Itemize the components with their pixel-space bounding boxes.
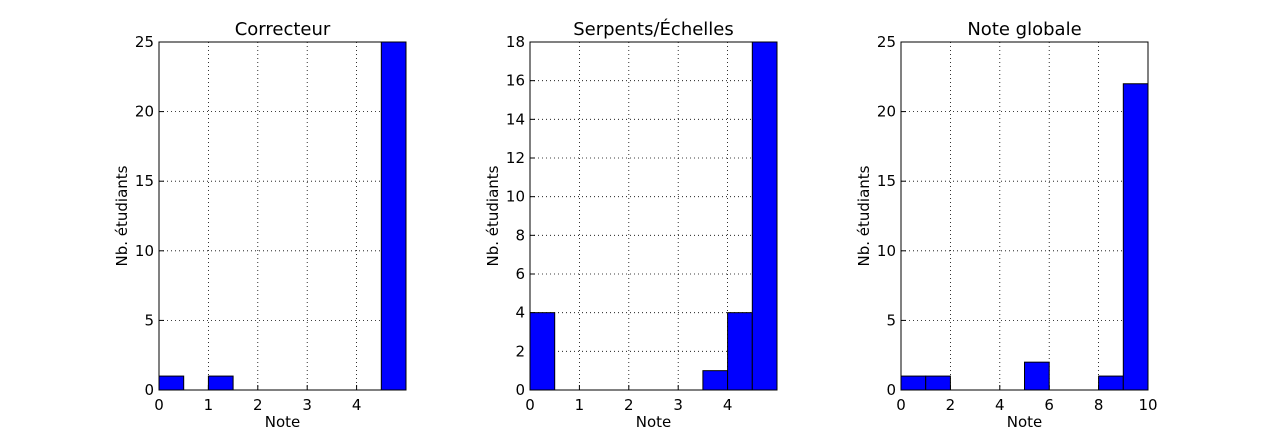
y-tick-label: 4 — [515, 304, 525, 322]
x-tick-label: 0 — [896, 396, 906, 414]
y-axis-label: Nb. étudiants — [113, 165, 131, 266]
bar — [380, 41, 407, 391]
bar — [702, 370, 729, 391]
x-tick-label: 2 — [946, 396, 956, 414]
y-tick-label: 20 — [135, 103, 154, 121]
bar — [727, 312, 753, 391]
x-tick-label: 0 — [154, 396, 164, 414]
y-tick-label: 10 — [135, 242, 154, 260]
y-tick-label: 18 — [506, 33, 525, 51]
bar — [900, 375, 927, 391]
y-tick-label: 5 — [886, 311, 896, 329]
y-tick-label: 10 — [506, 188, 525, 206]
bar — [925, 375, 951, 391]
y-tick-label: 0 — [886, 381, 896, 399]
x-tick-label: 0 — [525, 396, 535, 414]
bar — [1098, 375, 1124, 391]
x-tick-label: 4 — [723, 396, 733, 414]
y-tick-label: 25 — [877, 33, 896, 51]
y-tick-label: 25 — [135, 33, 154, 51]
plot-frame — [529, 41, 778, 391]
y-tick-label: 0 — [515, 381, 525, 399]
bar — [1024, 361, 1050, 391]
x-axis-label: Note — [265, 413, 301, 431]
x-tick-label: 10 — [1138, 396, 1157, 414]
y-tick-label: 15 — [135, 172, 154, 190]
y-tick-label: 20 — [877, 103, 896, 121]
y-tick-label: 2 — [515, 342, 525, 360]
bar — [529, 312, 556, 391]
bar — [207, 375, 234, 391]
x-tick-label: 2 — [253, 396, 263, 414]
y-tick-label: 0 — [144, 381, 154, 399]
y-tick-label: 16 — [506, 72, 525, 90]
x-axis-label: Note — [636, 413, 672, 431]
x-tick-label: 8 — [1094, 396, 1104, 414]
x-tick-label: 3 — [302, 396, 312, 414]
plot-frame — [158, 41, 407, 391]
chart-title: Note globale — [967, 19, 1081, 40]
y-axis-label: Nb. étudiants — [484, 165, 502, 266]
bar — [751, 41, 778, 391]
y-tick-label: 10 — [877, 242, 896, 260]
chart-title: Serpents/Échelles — [573, 18, 734, 40]
x-tick-label: 1 — [204, 396, 214, 414]
y-tick-label: 6 — [515, 265, 525, 283]
y-tick-label: 5 — [144, 311, 154, 329]
x-tick-label: 2 — [624, 396, 634, 414]
bar — [1122, 83, 1149, 391]
bar — [158, 375, 185, 391]
x-tick-label: 4 — [352, 396, 362, 414]
y-tick-label: 12 — [506, 149, 525, 167]
x-tick-label: 3 — [673, 396, 683, 414]
y-tick-label: 8 — [515, 226, 525, 244]
x-tick-label: 4 — [995, 396, 1005, 414]
subplot: 0 5 10 15 20 25 0 1 2 3 4 Correcteur Note Nb. étudian… — [113, 19, 407, 431]
y-axis-label: Nb. étudiants — [855, 165, 873, 266]
y-tick-label: 15 — [877, 172, 896, 190]
y-tick-label: 14 — [506, 110, 525, 128]
x-axis-label: Note — [1007, 413, 1043, 431]
subplot: 0 5 10 15 20 25 0 2 4 6 8 10 Note globale Note Nb. étu… — [855, 19, 1158, 431]
x-tick-label: 6 — [1044, 396, 1054, 414]
x-tick-label: 1 — [575, 396, 585, 414]
plot-frame — [900, 41, 1149, 391]
chart-title: Correcteur — [235, 19, 331, 40]
